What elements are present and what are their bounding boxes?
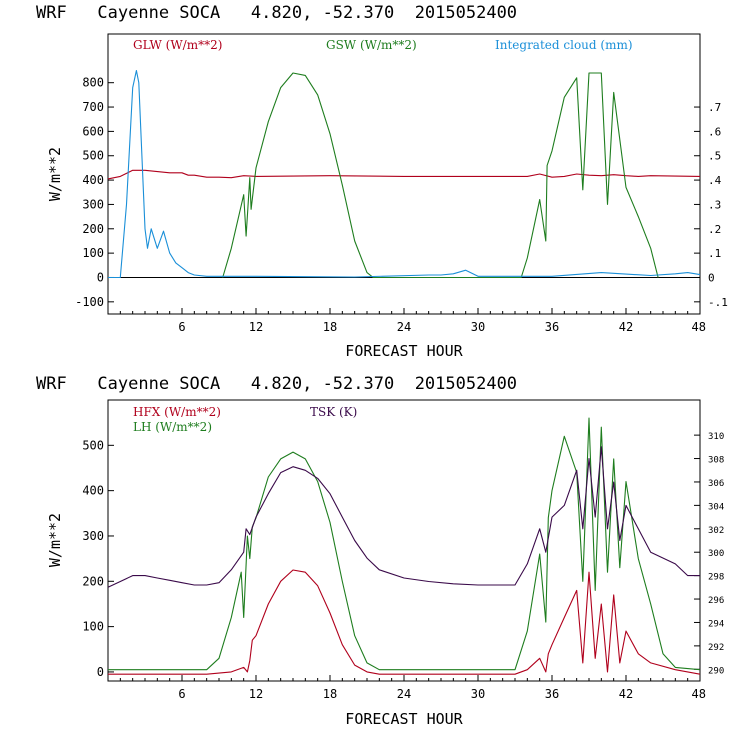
y-tick-label: 300 [82,197,104,211]
bottom-series-group [107,417,701,675]
x-tick-label: 36 [545,687,559,701]
top-legend-glw: GLW (W/m**2) [133,38,222,52]
x-tick-label: 6 [178,320,185,334]
top-legend-cloud: Integrated cloud (mm) [495,38,633,52]
bottom-y-axis-label: W/m**2 [46,513,64,567]
bottom-y-axis: 0 100 200 300 400 500 [82,438,114,679]
top-y-axis-label: W/m**2 [46,147,64,201]
x-tick-label: 30 [471,687,485,701]
bottom-x-axis-label: FORECAST HOUR [345,710,463,728]
top-chart-title: WRF Cayenne SOCA 4.820, -52.370 20150524… [36,3,517,23]
y-tick-label: 200 [82,574,104,588]
y-tick-label: -100 [75,295,104,309]
y2-tick-label: .3 [708,198,721,211]
y-tick-label: 300 [82,529,104,543]
y2-tick-label: .4 [708,174,722,187]
x-tick-label: 30 [471,320,485,334]
series-line-hfx [108,569,701,675]
x-tick-label: 48 [692,687,706,701]
y-tick-label: 200 [82,222,104,236]
y2-tick-label: .2 [708,223,721,236]
series-line-integrated [108,69,701,279]
x-tick-label: 42 [619,687,633,701]
x-tick-label: 12 [249,320,263,334]
y2-tick-label: 310 [708,432,724,442]
bottom-legend-tsk: TSK (K) [310,405,357,419]
y2-tick-label: 0 [708,271,715,284]
series-line-tsk [107,446,700,588]
y2-tick-label: 306 [708,479,724,489]
y2-tick-label: .5 [708,150,721,163]
bottom-legend-hfx: HFX (W/m**2) [133,405,221,419]
y-tick-label: 100 [82,620,104,634]
top-chart: WRF Cayenne SOCA 4.820, -52.370 20150524… [36,3,728,360]
top-y-axis: -100 0 100 200 300 400 500 600 700 800 [75,76,114,309]
x-tick-label: 18 [323,320,337,334]
top-legend-gsw: GSW (W/m**2) [326,38,417,52]
x-tick-label: 18 [323,687,337,701]
series-line-gsw [222,72,659,279]
y2-tick-label: 302 [708,526,724,536]
y-tick-label: 400 [82,173,104,187]
y2-tick-label: 292 [708,643,724,653]
bottom-x-axis: 6 12 18 24 30 36 42 48 [119,675,706,701]
y2-tick-label: 308 [708,456,724,466]
x-tick-label: 12 [249,687,263,701]
bottom-y2-axis: 290 292 294 296 298 300 302 304 306 308 310 [694,432,724,676]
bottom-plot-frame [107,399,701,682]
y-tick-label: 700 [82,100,104,114]
x-tick-label: 24 [397,320,411,334]
series-line-lh [108,417,701,671]
x-tick-label: 6 [178,687,185,701]
y-tick-label: 800 [82,76,104,90]
y-tick-label: 500 [82,438,104,452]
top-plot-frame [107,33,701,315]
x-tick-label: 24 [397,687,411,701]
series-line-glw [107,169,701,180]
y2-tick-label: .6 [708,125,721,138]
y-tick-label: 0 [97,665,104,679]
y2-tick-label: 296 [708,596,724,606]
y2-tick-label: 294 [708,619,724,629]
y2-tick-label: 300 [708,549,724,559]
y2-tick-label: 298 [708,573,724,583]
top-series-group [107,69,701,279]
bottom-chart-title: WRF Cayenne SOCA 4.820, -52.370 20150524… [36,374,517,394]
y-tick-label: 400 [82,484,104,498]
y2-tick-label: .7 [708,101,721,114]
y-tick-label: 0 [97,270,104,284]
x-tick-label: 36 [545,320,559,334]
y-tick-label: 600 [82,124,104,138]
y2-tick-label: 290 [708,666,724,676]
y2-tick-label: -.1 [708,296,728,309]
y2-tick-label: .1 [708,247,721,260]
y-tick-label: 500 [82,149,104,163]
y2-tick-label: 304 [708,502,724,512]
top-x-axis-label: FORECAST HOUR [345,342,463,360]
top-x-axis: 6 12 18 24 30 36 42 48 [119,308,706,334]
top-y2-axis: -.1 0 .1 .2 .3 .4 .5 .6 .7 [694,101,728,309]
bottom-legend-lh: LH (W/m**2) [133,420,212,434]
y-tick-label: 100 [82,246,104,260]
bottom-chart: WRF Cayenne SOCA 4.820, -52.370 20150524… [36,374,724,728]
x-tick-label: 48 [692,320,706,334]
x-tick-label: 42 [619,320,633,334]
